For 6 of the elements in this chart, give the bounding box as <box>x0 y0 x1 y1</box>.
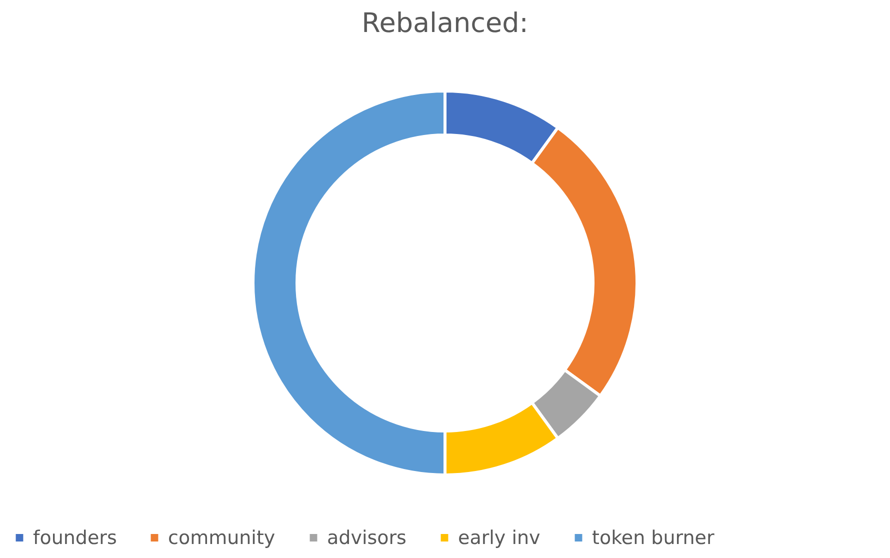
legend-label: early inv <box>458 526 540 549</box>
legend-label: founders <box>33 526 117 549</box>
legend-label: token burner <box>592 526 714 549</box>
legend-label: advisors <box>327 526 406 549</box>
chart-title: Rebalanced: <box>362 8 528 39</box>
legend-label: community <box>168 526 276 549</box>
